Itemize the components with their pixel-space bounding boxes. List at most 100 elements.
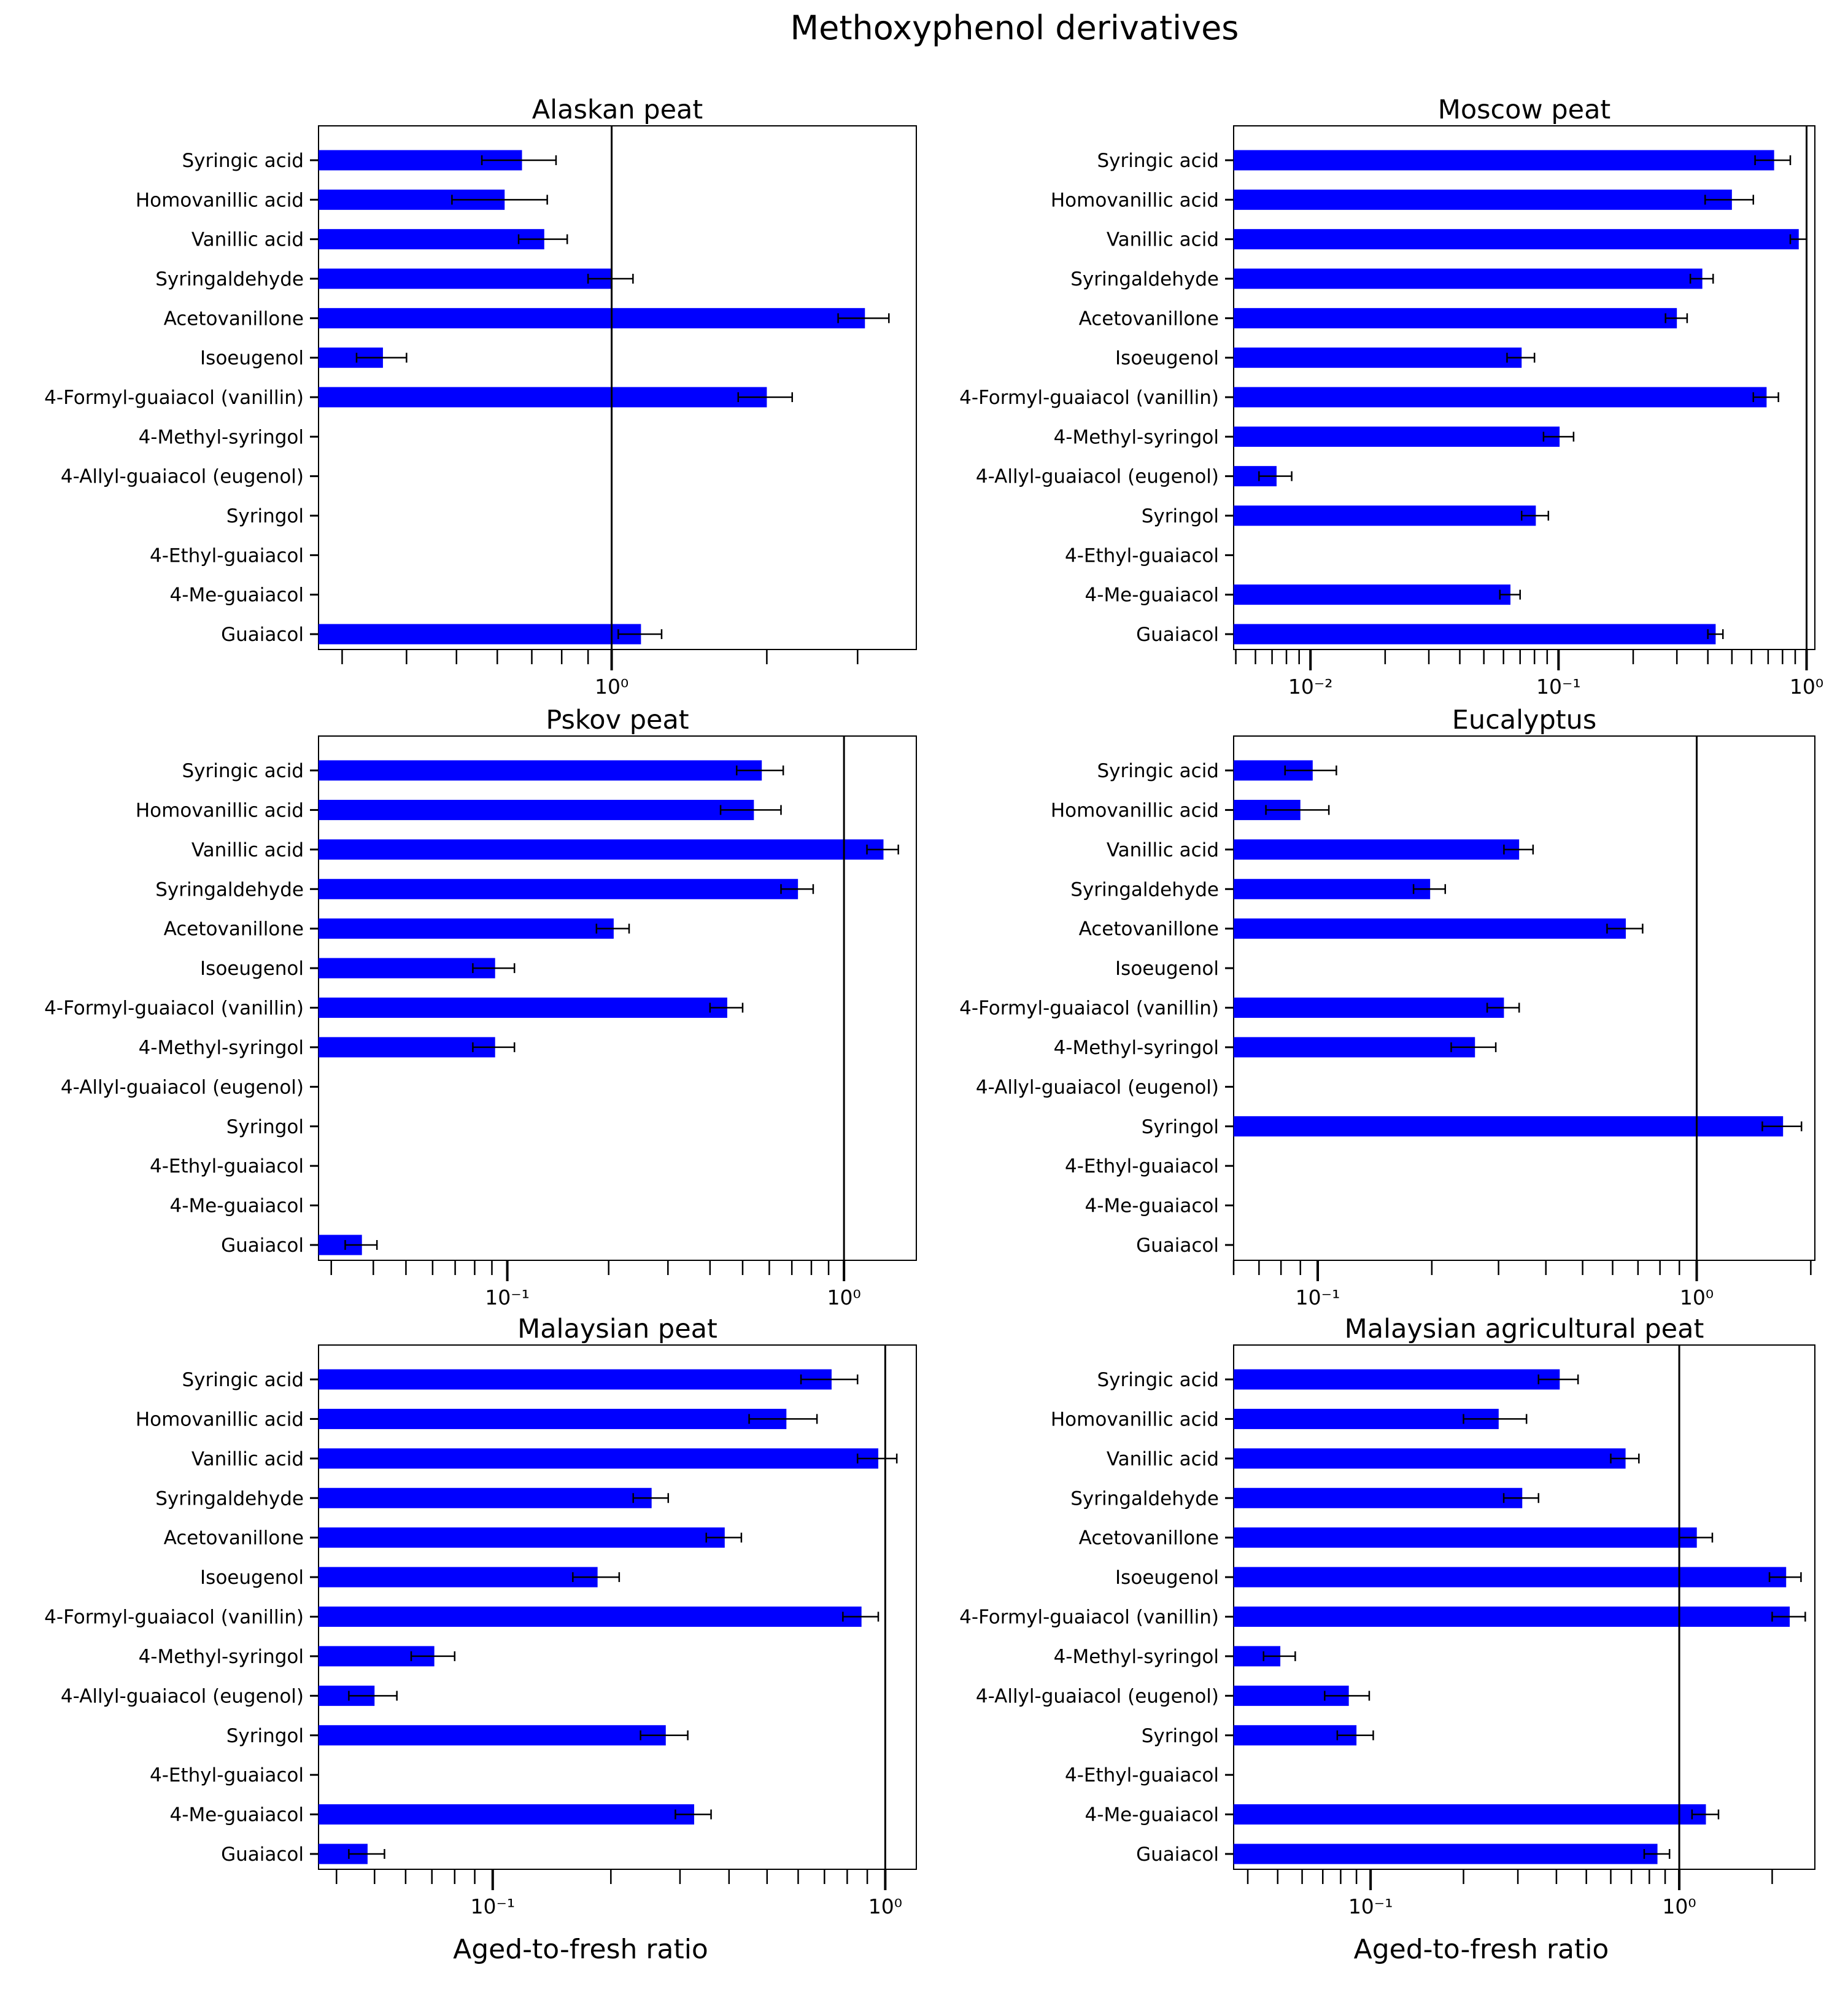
bar xyxy=(319,799,754,820)
bar xyxy=(319,1527,725,1548)
y-tick-label: 4-Formyl-guaiacol (vanillin) xyxy=(44,1607,304,1629)
panel-4: Malaysian peat Syringic acid Homovanillic … xyxy=(44,1314,917,1965)
bar xyxy=(319,839,884,860)
bar xyxy=(1234,1725,1357,1746)
y-tick-label: 4-Formyl-guaiacol (vanillin) xyxy=(959,998,1219,1020)
bar xyxy=(319,229,544,250)
y-tick-label: Homovanillic acid xyxy=(1051,799,1219,821)
y-tick-label: Syringic acid xyxy=(1097,150,1219,172)
x-tick-label: 10⁻¹ xyxy=(1348,1894,1393,1918)
y-tick-label: 4-Methyl-syringol xyxy=(1054,426,1219,448)
y-tick-label: Syringic acid xyxy=(1097,1369,1219,1391)
y-tick-label: Guaiacol xyxy=(221,1844,304,1866)
y-tick-label: Guaiacol xyxy=(1136,1844,1219,1866)
bar xyxy=(1234,505,1536,526)
y-tick-label: Guaiacol xyxy=(1136,1235,1219,1257)
y-tick-label: 4-Me-guaiacol xyxy=(170,584,304,607)
y-tick-label: Isoeugenol xyxy=(200,347,304,370)
bar xyxy=(319,1487,652,1508)
bar xyxy=(1234,839,1520,860)
x-tick-label: 10⁻¹ xyxy=(1536,675,1581,699)
x-tick-label: 10⁻¹ xyxy=(485,1285,530,1309)
y-tick-label: Syringaldehyde xyxy=(155,878,304,901)
bar xyxy=(1234,387,1767,408)
panel-3: Eucalyptus Syringic acid Homovanillic acid… xyxy=(959,705,1815,1309)
x-axis-label: Aged-to-fresh ratio xyxy=(453,1934,708,1965)
y-tick-label: Isoeugenol xyxy=(1115,347,1219,370)
bar xyxy=(1234,268,1703,289)
y-tick-label: Acetovanillone xyxy=(164,308,304,330)
bar xyxy=(1234,347,1522,368)
bar xyxy=(1234,1487,1523,1508)
y-tick-label: Isoeugenol xyxy=(1115,958,1219,980)
y-tick-label: Guaiacol xyxy=(221,624,304,646)
bar xyxy=(1234,1037,1475,1058)
y-tick-label: 4-Me-guaiacol xyxy=(1085,1804,1219,1826)
y-tick-label: Homovanillic acid xyxy=(136,189,304,211)
y-tick-label: 4-Allyl-guaiacol (eugenol) xyxy=(976,466,1219,488)
y-tick-label: Guaiacol xyxy=(1136,624,1219,646)
bar xyxy=(1234,878,1431,899)
y-tick-label: Syringol xyxy=(226,505,304,527)
y-tick-label: 4-Ethyl-guaiacol xyxy=(1065,545,1219,567)
y-tick-label: 4-Methyl-syringol xyxy=(139,426,304,448)
y-tick-label: 4-Formyl-guaiacol (vanillin) xyxy=(959,387,1219,409)
y-tick-label: Vanillic acid xyxy=(1107,839,1219,861)
y-tick-label: 4-Allyl-guaiacol (eugenol) xyxy=(976,1076,1219,1098)
bar xyxy=(1234,1369,1560,1390)
y-tick-label: Syringol xyxy=(226,1116,304,1138)
panel-title: Pskov peat xyxy=(546,705,689,735)
x-tick-label: 10⁰ xyxy=(868,1894,902,1918)
bar xyxy=(1234,1448,1626,1469)
bar xyxy=(319,1607,862,1627)
y-tick-label: Syringaldehyde xyxy=(1070,268,1219,290)
y-tick-label: Syringol xyxy=(1142,1725,1219,1747)
y-tick-label: 4-Methyl-syringol xyxy=(139,1646,304,1668)
bar xyxy=(1234,1804,1706,1825)
panel-title: Alaskan peat xyxy=(532,95,703,125)
y-tick-label: Vanillic acid xyxy=(1107,1448,1219,1470)
panel-title: Eucalyptus xyxy=(1452,705,1597,735)
y-tick-label: 4-Allyl-guaiacol (eugenol) xyxy=(976,1685,1219,1707)
bar xyxy=(319,998,727,1018)
bar xyxy=(1234,998,1504,1018)
bar xyxy=(319,918,614,939)
y-tick-label: Homovanillic acid xyxy=(1051,189,1219,211)
y-tick-label: 4-Methyl-syringol xyxy=(1054,1646,1219,1668)
bar xyxy=(319,308,865,328)
y-tick-label: 4-Ethyl-guaiacol xyxy=(150,1764,304,1786)
bar xyxy=(319,1725,666,1746)
bar xyxy=(1234,1116,1784,1137)
bar xyxy=(1234,1408,1499,1429)
y-tick-label: 4-Methyl-syringol xyxy=(139,1037,304,1059)
y-tick-label: Vanillic acid xyxy=(191,1448,304,1470)
x-tick-label: 10⁻² xyxy=(1288,675,1333,699)
bar xyxy=(1234,150,1774,171)
bar xyxy=(1234,1844,1658,1864)
y-tick-label: Homovanillic acid xyxy=(1051,1408,1219,1430)
panel-0: Alaskan peat Syringic acid Homovanillic ac… xyxy=(44,95,917,699)
bar xyxy=(319,1037,495,1058)
y-tick-label: Homovanillic acid xyxy=(136,799,304,821)
bar xyxy=(319,958,495,979)
bar xyxy=(1234,189,1732,210)
y-tick-label: Isoeugenol xyxy=(1115,1567,1219,1589)
y-tick-label: 4-Methyl-syringol xyxy=(1054,1037,1219,1059)
y-tick-label: Isoeugenol xyxy=(200,1567,304,1589)
bar xyxy=(319,878,798,899)
bar xyxy=(319,268,612,289)
y-tick-label: Syringol xyxy=(226,1725,304,1747)
x-tick-label: 10⁻¹ xyxy=(470,1894,515,1918)
y-tick-label: 4-Ethyl-guaiacol xyxy=(150,1155,304,1177)
y-tick-label: Syringic acid xyxy=(182,150,304,172)
bar xyxy=(1234,308,1677,328)
y-tick-label: Guaiacol xyxy=(221,1235,304,1257)
bar xyxy=(1234,1567,1787,1588)
figure-title: Methoxyphenol derivatives xyxy=(791,9,1239,47)
y-tick-label: Syringaldehyde xyxy=(155,268,304,290)
y-tick-label: Syringol xyxy=(1142,505,1219,527)
x-tick-label: 10⁰ xyxy=(1790,675,1823,699)
y-tick-label: 4-Allyl-guaiacol (eugenol) xyxy=(61,1685,304,1707)
x-tick-label: 10⁻¹ xyxy=(1296,1285,1340,1309)
